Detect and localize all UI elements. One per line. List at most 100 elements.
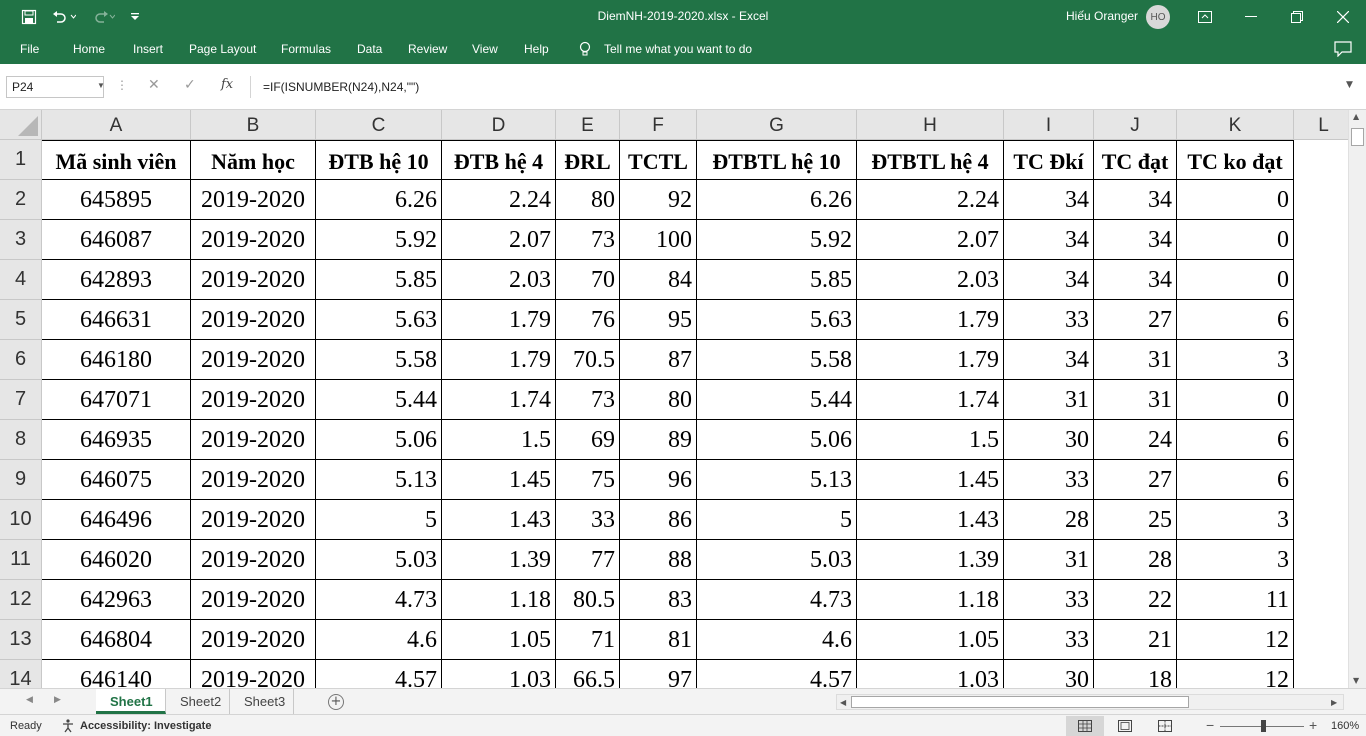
ribbon-display-options-icon[interactable] <box>1182 0 1228 34</box>
add-sheet-icon[interactable]: + <box>328 694 344 710</box>
table-cell[interactable]: 6 <box>1177 300 1294 340</box>
page-layout-view-icon[interactable] <box>1106 716 1144 736</box>
table-cell[interactable]: 33 <box>1004 580 1094 620</box>
insert-function-icon[interactable]: fx <box>221 77 234 92</box>
table-cell[interactable]: 1.5 <box>857 420 1004 460</box>
table-cell[interactable]: 1.45 <box>857 460 1004 500</box>
column-header-b[interactable]: B <box>191 110 316 140</box>
avatar[interactable]: HO <box>1146 5 1170 29</box>
table-cell[interactable]: 33 <box>556 500 620 540</box>
table-cell[interactable]: 2.07 <box>857 220 1004 260</box>
table-cell[interactable]: 5.03 <box>316 540 442 580</box>
table-header-cell[interactable]: TC đạt <box>1094 140 1177 180</box>
row-header-10[interactable]: 10 <box>0 500 42 540</box>
table-cell[interactable]: 646631 <box>42 300 191 340</box>
row-header-12[interactable]: 12 <box>0 580 42 620</box>
table-cell[interactable]: 66.5 <box>556 660 620 688</box>
zoom-out-icon[interactable]: − <box>1206 717 1215 733</box>
table-cell[interactable]: 0 <box>1177 380 1294 420</box>
table-cell[interactable]: 24 <box>1094 420 1177 460</box>
scroll-up-icon[interactable]: ▲ <box>1353 112 1360 121</box>
tab-page-layout[interactable]: Page Layout <box>189 42 257 56</box>
table-cell[interactable]: 2019-2020 <box>191 220 316 260</box>
table-header-cell[interactable]: Năm học <box>191 140 316 180</box>
table-cell[interactable]: 1.39 <box>442 540 556 580</box>
row-header-8[interactable]: 8 <box>0 420 42 460</box>
column-header-j[interactable]: J <box>1094 110 1177 140</box>
table-header-cell[interactable]: ĐTBTL hệ 4 <box>857 140 1004 180</box>
table-header-cell[interactable]: ĐTBTL hệ 10 <box>697 140 857 180</box>
column-header-k[interactable]: K <box>1177 110 1294 140</box>
table-cell[interactable]: 5.06 <box>697 420 857 460</box>
formula-input[interactable]: =IF(ISNUMBER(N24),N24,"") <box>250 76 1362 98</box>
table-cell[interactable]: 80 <box>620 380 697 420</box>
row-header-11[interactable]: 11 <box>0 540 42 580</box>
table-header-cell[interactable]: TC ko đạt <box>1177 140 1294 180</box>
table-cell[interactable]: 4.6 <box>316 620 442 660</box>
table-cell[interactable]: 646087 <box>42 220 191 260</box>
select-all-button[interactable] <box>0 110 42 140</box>
table-header-cell[interactable]: TC Đkí <box>1004 140 1094 180</box>
table-cell[interactable]: 4.73 <box>316 580 442 620</box>
table-cell[interactable]: 73 <box>556 220 620 260</box>
row-header-14[interactable]: 14 <box>0 660 42 688</box>
table-cell[interactable]: 5.03 <box>697 540 857 580</box>
table-cell[interactable]: 27 <box>1094 300 1177 340</box>
table-cell[interactable]: 31 <box>1004 540 1094 580</box>
table-header-cell[interactable]: TCTL <box>620 140 697 180</box>
table-cell[interactable]: 1.45 <box>442 460 556 500</box>
column-header-h[interactable]: H <box>857 110 1004 140</box>
table-cell[interactable]: 2.03 <box>442 260 556 300</box>
table-cell[interactable]: 2019-2020 <box>191 500 316 540</box>
table-cell[interactable]: 5.85 <box>316 260 442 300</box>
cancel-icon[interactable]: ✕ <box>148 77 160 93</box>
tell-me-search[interactable]: Tell me what you want to do <box>604 42 753 56</box>
vertical-scroll-thumb[interactable] <box>1351 128 1364 146</box>
table-cell[interactable]: 5.58 <box>697 340 857 380</box>
table-cell[interactable]: 3 <box>1177 540 1294 580</box>
sheet-tab-sheet2[interactable]: Sheet2 <box>166 689 230 714</box>
table-cell[interactable]: 646075 <box>42 460 191 500</box>
tab-file[interactable]: File <box>20 42 40 56</box>
accessibility-status[interactable]: Accessibility: Investigate <box>80 720 212 732</box>
table-cell[interactable]: 33 <box>1004 460 1094 500</box>
tab-data[interactable]: Data <box>357 42 383 56</box>
table-cell[interactable]: 646804 <box>42 620 191 660</box>
table-cell[interactable]: 11 <box>1177 580 1294 620</box>
table-cell[interactable]: 1.79 <box>857 300 1004 340</box>
table-cell[interactable]: 646496 <box>42 500 191 540</box>
table-cell[interactable]: 21 <box>1094 620 1177 660</box>
table-cell[interactable]: 4.6 <box>697 620 857 660</box>
zoom-in-icon[interactable]: + <box>1309 717 1318 733</box>
table-cell[interactable]: 73 <box>556 380 620 420</box>
table-cell[interactable]: 87 <box>620 340 697 380</box>
table-cell[interactable]: 1.43 <box>442 500 556 540</box>
table-header-cell[interactable]: ĐRL <box>556 140 620 180</box>
table-cell[interactable]: 0 <box>1177 260 1294 300</box>
horizontal-scroll-thumb[interactable] <box>851 696 1189 708</box>
close-icon[interactable] <box>1320 0 1366 34</box>
table-cell[interactable]: 2.24 <box>442 180 556 220</box>
table-cell[interactable]: 3 <box>1177 500 1294 540</box>
row-header-13[interactable]: 13 <box>0 620 42 660</box>
table-header-cell[interactable]: ĐTB hệ 10 <box>316 140 442 180</box>
table-cell[interactable]: 1.74 <box>857 380 1004 420</box>
table-cell[interactable]: 70 <box>556 260 620 300</box>
expand-formula-bar-icon[interactable]: ▼ <box>1346 80 1353 90</box>
table-cell[interactable]: 5.44 <box>316 380 442 420</box>
table-cell[interactable]: 5.13 <box>697 460 857 500</box>
table-cell[interactable]: 1.74 <box>442 380 556 420</box>
user-name[interactable]: Hiếu Oranger <box>1066 9 1139 23</box>
table-cell[interactable]: 80.5 <box>556 580 620 620</box>
table-cell[interactable]: 86 <box>620 500 697 540</box>
table-cell[interactable]: 4.57 <box>697 660 857 688</box>
table-cell[interactable]: 76 <box>556 300 620 340</box>
column-header-i[interactable]: I <box>1004 110 1094 140</box>
table-cell[interactable]: 5 <box>697 500 857 540</box>
table-cell[interactable]: 2.07 <box>442 220 556 260</box>
table-cell[interactable]: 30 <box>1004 420 1094 460</box>
table-cell[interactable]: 89 <box>620 420 697 460</box>
table-cell[interactable]: 1.5 <box>442 420 556 460</box>
worksheet-grid[interactable]: A B C D E F G H I J K L 1 2 3 4 5 6 7 8 9 10 11 12 13 14 Mã sinh v… <box>0 110 1348 688</box>
table-cell[interactable]: 2019-2020 <box>191 660 316 688</box>
